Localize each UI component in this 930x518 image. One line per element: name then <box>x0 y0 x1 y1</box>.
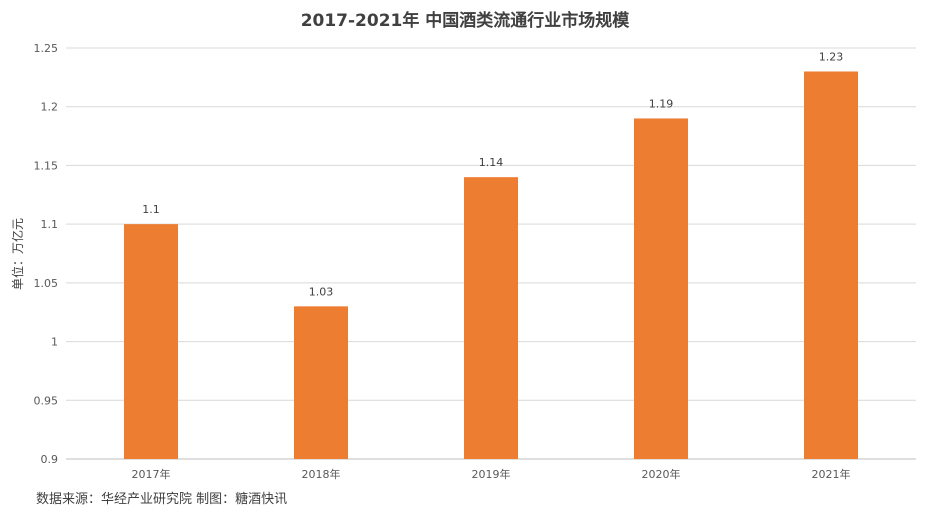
x-tick-label: 2018年 <box>302 467 341 481</box>
data-label: 1.19 <box>649 97 674 110</box>
bar <box>804 71 858 459</box>
bars <box>124 71 858 459</box>
y-tick-label: 1.25 <box>34 42 59 55</box>
y-tick-label: 1.15 <box>34 159 59 172</box>
data-label: 1.23 <box>819 50 844 63</box>
y-axis-ticks: 0.9 0.95 1 1.05 1.1 1.15 1.2 1.25 <box>34 42 59 466</box>
data-label: 1.1 <box>142 203 160 216</box>
bar <box>124 224 178 459</box>
y-tick-label: 1.2 <box>41 101 59 114</box>
data-labels: 1.1 1.03 1.14 1.19 1.23 <box>142 50 843 298</box>
y-tick-label: 1.05 <box>34 277 59 290</box>
y-tick-label: 0.95 <box>34 394 59 407</box>
y-tick-label: 1 <box>51 336 58 349</box>
bar <box>294 306 348 459</box>
data-label: 1.03 <box>309 285 334 298</box>
x-tick-label: 2019年 <box>472 467 511 481</box>
x-tick-label: 2021年 <box>812 467 851 481</box>
x-axis-ticks: 2017年 2018年 2019年 2020年 2021年 <box>132 467 851 481</box>
y-axis-label: 单位：万亿元 <box>10 218 25 290</box>
source-note: 数据来源：华经产业研究院 制图：糖酒快讯 <box>36 492 288 507</box>
y-tick-label: 1.1 <box>41 218 59 231</box>
x-tick-label: 2020年 <box>642 467 681 481</box>
chart-title: 2017-2021年 中国酒类流通行业市场规模 <box>300 11 630 31</box>
bar <box>464 177 518 459</box>
data-label: 1.14 <box>479 156 504 169</box>
x-tick-label: 2017年 <box>132 467 171 481</box>
bar <box>634 118 688 459</box>
y-tick-label: 0.9 <box>41 453 59 466</box>
